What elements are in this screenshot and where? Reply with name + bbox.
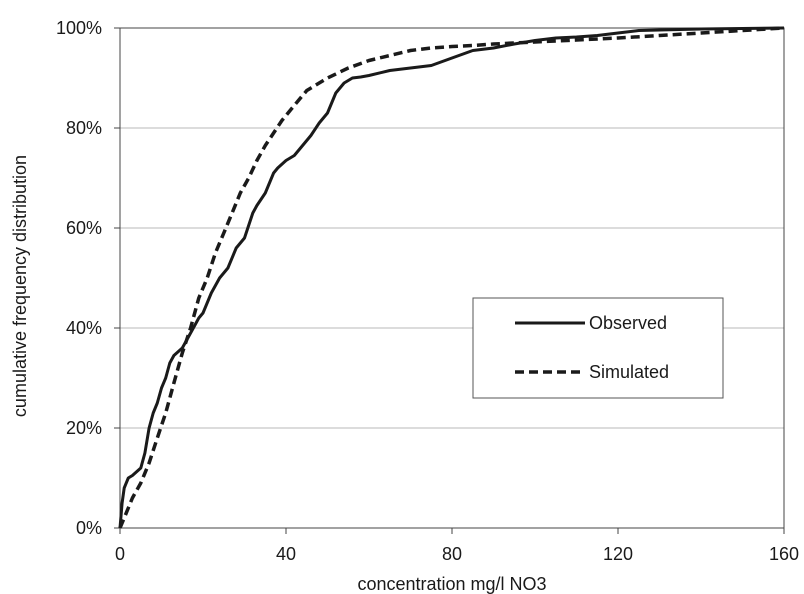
series-line-simulated — [118, 26, 785, 529]
y-tick-label: 0% — [76, 518, 102, 538]
x-tick-label: 40 — [276, 544, 296, 564]
legend-box — [472, 297, 724, 399]
y-axis-title: cumulative frequency distribution — [10, 155, 30, 417]
y-tick-label: 60% — [66, 218, 102, 238]
y-tick-label: 100% — [56, 18, 102, 38]
x-tick-label: 160 — [769, 544, 799, 564]
y-tick-label: 20% — [66, 418, 102, 438]
legend: Observed Simulated — [472, 297, 724, 399]
x-axis-ticks: 0 40 80 120 160 — [115, 528, 799, 564]
x-tick-label: 80 — [442, 544, 462, 564]
y-axis-ticks: 0% 20% 40% 60% 80% 100% — [56, 18, 120, 538]
series-line-observed — [118, 26, 785, 529]
legend-label-simulated: Simulated — [589, 362, 669, 382]
y-tick-label: 80% — [66, 118, 102, 138]
x-tick-label: 120 — [603, 544, 633, 564]
y-tick-label: 40% — [66, 318, 102, 338]
legend-label-observed: Observed — [589, 313, 667, 333]
x-tick-label: 0 — [115, 544, 125, 564]
series-lines — [118, 26, 785, 529]
x-axis-title: concentration mg/l NO3 — [357, 574, 546, 594]
